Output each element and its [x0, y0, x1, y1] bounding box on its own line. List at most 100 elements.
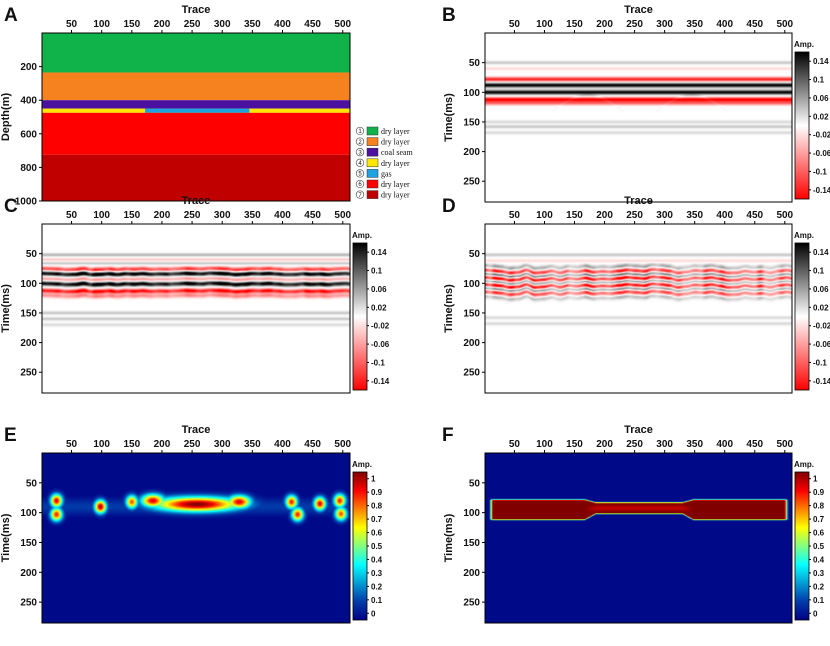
panel-f-frame [484, 452, 793, 624]
colorbar-tick-label: -0.1 [813, 358, 827, 367]
colorbar-tick-label: -0.14 [813, 377, 830, 386]
colorbar-d [794, 242, 810, 391]
x-tick-label: 350 [686, 19, 703, 30]
legend-number-badge [355, 158, 365, 167]
y-tick-label: 250 [463, 177, 480, 188]
y-tick-label: 150 [20, 308, 37, 319]
layer-6-dry-layer [42, 112, 350, 155]
panel-e-x-title: Trace [182, 424, 211, 436]
x-tick-label: 300 [214, 19, 231, 30]
x-tick-label: 50 [509, 19, 521, 30]
panel-c-x-title: Trace [182, 195, 211, 207]
colorbar-tick-label: 0.02 [813, 112, 829, 121]
colorbar-tick-label: 0.14 [813, 57, 829, 66]
y-tick-label: 100 [463, 279, 480, 290]
colorbar-tick-label: 0.7 [813, 515, 825, 524]
y-tick-label: 150 [463, 538, 480, 549]
panel-c-y-title: Time(ms) [0, 284, 12, 333]
y-tick-label: 50 [469, 58, 481, 69]
legend-swatch [366, 137, 379, 146]
x-tick-label: 250 [626, 210, 643, 221]
colorbar-tick-label: -0.1 [371, 358, 385, 367]
x-tick-label: 500 [334, 439, 351, 450]
y-tick-label: 250 [20, 598, 37, 609]
x-tick-label: 250 [184, 210, 201, 221]
layer-2-dry-layer [42, 72, 350, 101]
x-tick-label: 100 [93, 439, 110, 450]
x-tick-label: 350 [686, 210, 703, 221]
colorbar-tick-label: 0.2 [813, 582, 825, 591]
colorbar-tick-label: 0.1 [813, 596, 825, 605]
panel-d-x-title: Trace [624, 195, 653, 207]
legend-label: dry layer [381, 191, 410, 200]
colorbar-tick-label: -0.06 [371, 340, 390, 349]
panel-d-section-image [485, 224, 792, 393]
x-tick-label: 200 [596, 210, 613, 221]
y-tick-label: 100 [463, 508, 480, 519]
x-tick-label: 500 [776, 210, 793, 221]
colorbar-tick-label: 0.1 [371, 267, 383, 276]
legend-swatch [366, 169, 379, 178]
colorbar-e-title: Amp. [352, 460, 372, 469]
x-tick-label: 50 [509, 439, 521, 450]
x-tick-label: 450 [746, 19, 763, 30]
legend-number-badge [355, 148, 365, 157]
legend-number: 2 [358, 140, 362, 146]
legend-number: 3 [358, 150, 362, 156]
panel-f-x-title: Trace [624, 424, 653, 436]
colorbar-tick-label: 0.6 [371, 529, 383, 538]
x-tick-label: 300 [656, 19, 673, 30]
y-tick-label: 200 [463, 568, 480, 579]
x-tick-label: 250 [184, 439, 201, 450]
colorbar-tick-label: -0.1 [813, 167, 827, 176]
colorbar-tick-label: 0.14 [371, 248, 387, 257]
x-tick-label: 250 [184, 19, 201, 30]
colorbar-tick-label: -0.14 [813, 186, 830, 195]
legend-number: 1 [358, 129, 362, 135]
x-tick-label: 50 [66, 210, 78, 221]
x-tick-label: 400 [274, 210, 291, 221]
x-tick-label: 250 [626, 19, 643, 30]
panel-a-frame [41, 32, 351, 202]
legend-number: 5 [358, 172, 362, 178]
colorbar-tick-label: 0.3 [813, 569, 825, 578]
y-tick-label: 1000 [15, 197, 38, 208]
panel-e-frame [41, 452, 351, 624]
x-tick-label: 150 [123, 439, 140, 450]
colorbar-tick-label: 0.3 [371, 569, 383, 578]
colorbar-c [352, 242, 368, 391]
legend-swatch [366, 158, 379, 168]
x-tick-label: 50 [509, 210, 521, 221]
legend-number-badge [355, 179, 365, 189]
x-tick-label: 450 [304, 19, 321, 30]
y-tick-label: 200 [20, 338, 37, 349]
colorbar-tick-label: 0.5 [813, 542, 825, 551]
x-tick-label: 100 [93, 19, 110, 30]
y-tick-label: 50 [26, 249, 38, 260]
y-tick-label: 800 [20, 163, 37, 174]
y-tick-label: 100 [20, 279, 37, 290]
colorbar-b [794, 51, 810, 200]
colorbar-tick-label: 0.4 [371, 555, 383, 564]
x-tick-label: 50 [66, 19, 78, 30]
x-tick-label: 300 [214, 210, 231, 221]
layer-1-dry-layer [42, 33, 350, 73]
legend-label: gas [381, 169, 392, 178]
colorbar-tick-label: 0.14 [813, 248, 829, 257]
x-tick-label: 150 [123, 210, 140, 221]
x-tick-label: 300 [214, 439, 231, 450]
panel-c-section-image [42, 224, 350, 393]
colorbar-b-title: Amp. [794, 40, 814, 49]
x-tick-label: 450 [304, 439, 321, 450]
colorbar-tick-label: 0.1 [813, 76, 825, 85]
y-tick-label: 250 [463, 368, 480, 379]
colorbar-tick-label: 0.06 [371, 285, 387, 294]
y-tick-label: 200 [20, 62, 37, 73]
x-tick-label: 450 [304, 210, 321, 221]
colorbar-tick-label: -0.14 [371, 377, 390, 386]
colorbar-tick-label: 0.8 [813, 502, 825, 511]
legend-number-badge [355, 190, 365, 199]
panel-b-x-title: Trace [624, 4, 653, 16]
panel-e-y-title: Time(ms) [0, 513, 12, 562]
